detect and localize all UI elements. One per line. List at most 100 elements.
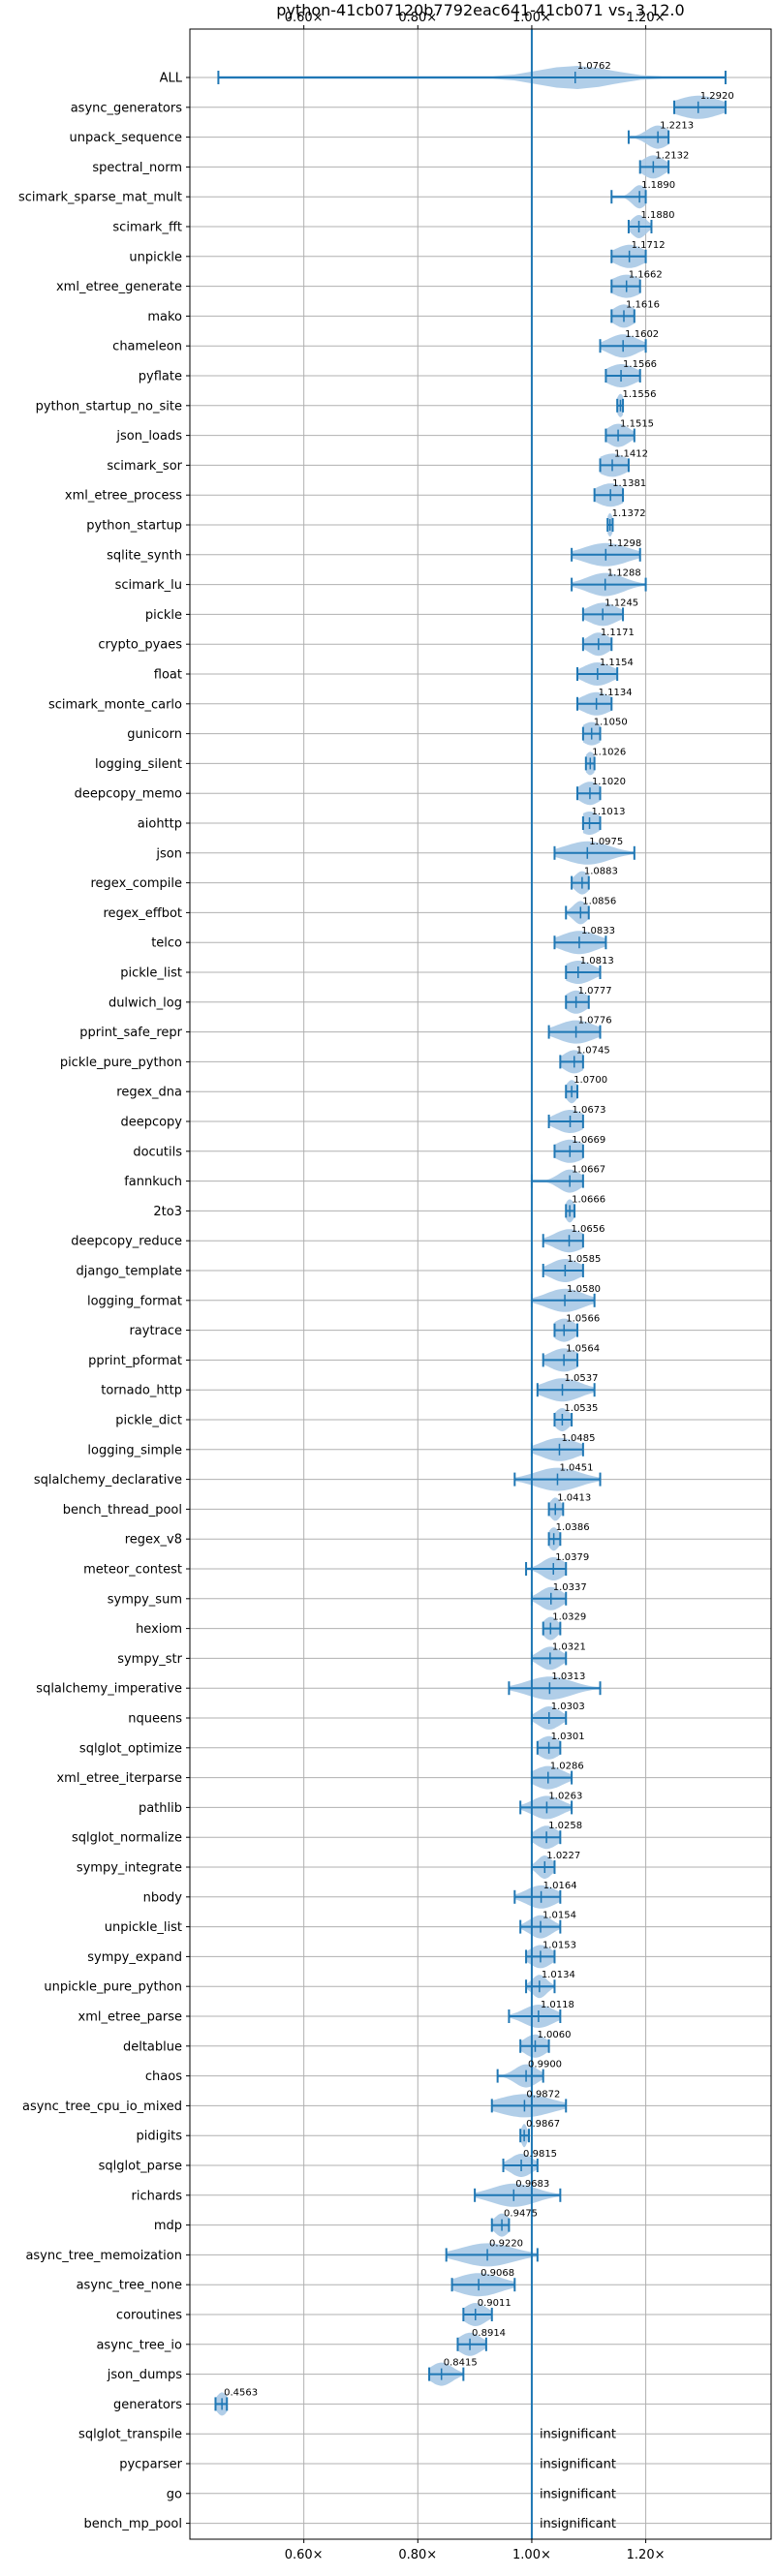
benchmark-label: regex_effbot bbox=[103, 906, 182, 921]
benchmark-label: deepcopy_reduce bbox=[71, 1235, 182, 1249]
value-label: 1.0566 bbox=[566, 1314, 600, 1325]
value-label: 1.0451 bbox=[559, 1463, 593, 1474]
value-label: 1.0321 bbox=[552, 1641, 586, 1652]
value-label: 1.1890 bbox=[641, 180, 675, 191]
value-label: 1.1013 bbox=[592, 807, 626, 817]
benchmark-label: coroutines bbox=[116, 2309, 182, 2323]
benchmark-label: async_tree_cpu_io_mixed bbox=[22, 2100, 182, 2114]
benchmark-label: pickle_list bbox=[120, 966, 182, 981]
benchmark-label: mako bbox=[147, 310, 182, 324]
value-label: 1.1154 bbox=[600, 658, 634, 668]
value-label: 1.0286 bbox=[550, 1762, 584, 1772]
benchmark-label: tornado_http bbox=[101, 1384, 182, 1398]
chart-title: python-41cb07120b7792eac641-41cb071 vs. … bbox=[276, 1, 684, 19]
x-tick-label-top: 1.00× bbox=[512, 11, 551, 25]
benchmark-label: ALL bbox=[160, 72, 183, 86]
value-label: 0.4563 bbox=[224, 2387, 258, 2398]
value-label: 1.0154 bbox=[542, 1911, 576, 1921]
value-label: 1.1171 bbox=[601, 628, 635, 638]
x-tick-label-top: 0.60× bbox=[285, 11, 324, 25]
value-label: 0.9220 bbox=[489, 2238, 523, 2249]
value-label: 1.0667 bbox=[572, 1165, 605, 1176]
benchmark-label: unpack_sequence bbox=[69, 131, 182, 145]
benchmark-label: pprint_safe_repr bbox=[79, 1026, 182, 1040]
value-label: 1.0329 bbox=[552, 1612, 586, 1623]
benchmark-label: meteor_contest bbox=[83, 1563, 182, 1578]
value-label: 1.0580 bbox=[567, 1284, 601, 1295]
value-label: 1.1372 bbox=[612, 508, 646, 519]
benchmark-label: fannkuch bbox=[124, 1175, 182, 1189]
insignificant-label: insignificant bbox=[540, 2487, 616, 2501]
benchmark-label: async_generators bbox=[71, 101, 183, 115]
value-label: 1.0975 bbox=[589, 837, 623, 847]
value-label: 1.1602 bbox=[625, 329, 659, 340]
benchmark-label: unpickle_list bbox=[105, 1920, 182, 1935]
benchmark-label: float bbox=[154, 668, 182, 683]
benchmark-label: scimark_sor bbox=[107, 459, 182, 474]
insignificant-label: insignificant bbox=[540, 2428, 616, 2442]
benchmark-label: logging_simple bbox=[87, 1443, 182, 1457]
benchmark-label: 2to3 bbox=[153, 1205, 182, 1219]
value-label: 1.0227 bbox=[546, 1851, 580, 1861]
value-label: 1.0386 bbox=[556, 1522, 590, 1533]
value-label: 1.0258 bbox=[548, 1821, 582, 1831]
value-label: 1.0856 bbox=[582, 896, 616, 906]
benchmark-label: bench_mp_pool bbox=[83, 2517, 182, 2531]
insignificant-label: insignificant bbox=[540, 2458, 616, 2472]
value-label: 1.0777 bbox=[578, 986, 612, 997]
benchmark-label: telco bbox=[151, 936, 182, 951]
value-label: 1.0535 bbox=[564, 1403, 598, 1414]
benchmark-label: raytrace bbox=[129, 1324, 182, 1338]
grid-layer bbox=[190, 29, 771, 2539]
value-label: 1.0301 bbox=[551, 1732, 585, 1742]
benchmark-label: go bbox=[167, 2487, 182, 2501]
benchmark-label: docutils bbox=[133, 1145, 182, 1159]
benchmark-label: async_tree_io bbox=[96, 2338, 182, 2352]
value-label: 1.0666 bbox=[572, 1194, 605, 1205]
benchmark-label: scimark_fft bbox=[112, 221, 182, 235]
value-label: 1.1020 bbox=[592, 777, 626, 787]
benchmark-label: crypto_pyaes bbox=[98, 638, 182, 653]
benchmark-label: sqlglot_parse bbox=[99, 2160, 182, 2174]
benchmark-label: dulwich_log bbox=[108, 996, 182, 1010]
tick-layer: 0.60× 0.60× 0.80× 0.80× 1.00× 1.00× 1.20× 1.20×… bbox=[18, 11, 665, 2562]
benchmark-label: pycparser bbox=[119, 2458, 182, 2472]
benchmark-label: generators bbox=[113, 2398, 182, 2412]
benchmark-label: hexiom bbox=[136, 1622, 182, 1637]
value-label: 1.1288 bbox=[607, 568, 641, 579]
value-label: 1.1616 bbox=[626, 299, 660, 310]
x-tick-label-bottom: 0.60× bbox=[285, 2548, 324, 2562]
benchmark-label: chameleon bbox=[112, 340, 182, 354]
value-label: 1.1556 bbox=[622, 389, 656, 400]
benchmark-label: xml_etree_generate bbox=[56, 280, 182, 294]
value-label: 1.1880 bbox=[641, 210, 675, 221]
benchmark-label: pyflate bbox=[139, 370, 182, 384]
value-label: 1.1381 bbox=[612, 478, 646, 489]
value-label: 1.2132 bbox=[655, 150, 689, 161]
benchmark-label: unpickle bbox=[129, 250, 182, 264]
label-layer: 1.0762 1.2920 1.2213 1.2132 1.1890 1.1880 1.17… bbox=[224, 61, 734, 2531]
benchmark-label: xml_etree_iterparse bbox=[56, 1771, 182, 1786]
benchmark-label: python_startup bbox=[86, 519, 182, 534]
value-label: 1.1298 bbox=[607, 538, 641, 549]
value-label: 1.0833 bbox=[581, 926, 615, 936]
benchmark-label: mdp bbox=[154, 2219, 182, 2233]
benchmark-label: nbody bbox=[143, 1890, 183, 1905]
benchmark-label: sqlite_synth bbox=[107, 548, 182, 563]
violin-layer bbox=[214, 66, 727, 2416]
value-label: 1.0303 bbox=[551, 1702, 585, 1712]
value-label: 1.0537 bbox=[565, 1373, 599, 1384]
benchmark-label: scimark_monte_carlo bbox=[48, 697, 182, 712]
benchmark-label: json_dumps bbox=[107, 2368, 182, 2382]
benchmark-label: sqlalchemy_declarative bbox=[34, 1473, 182, 1487]
value-label: 1.0700 bbox=[574, 1075, 607, 1086]
value-label: 1.0337 bbox=[553, 1582, 587, 1593]
benchmark-label: nqueens bbox=[128, 1712, 182, 1727]
benchmark-label: pidigits bbox=[137, 2130, 183, 2144]
value-label: 1.0153 bbox=[542, 1940, 576, 1950]
value-label: 1.0745 bbox=[576, 1045, 610, 1056]
benchmark-label: pathlib bbox=[139, 1801, 182, 1816]
benchmark-label: unpickle_pure_python bbox=[44, 1980, 182, 1995]
benchmark-label: pickle_dict bbox=[115, 1414, 182, 1428]
